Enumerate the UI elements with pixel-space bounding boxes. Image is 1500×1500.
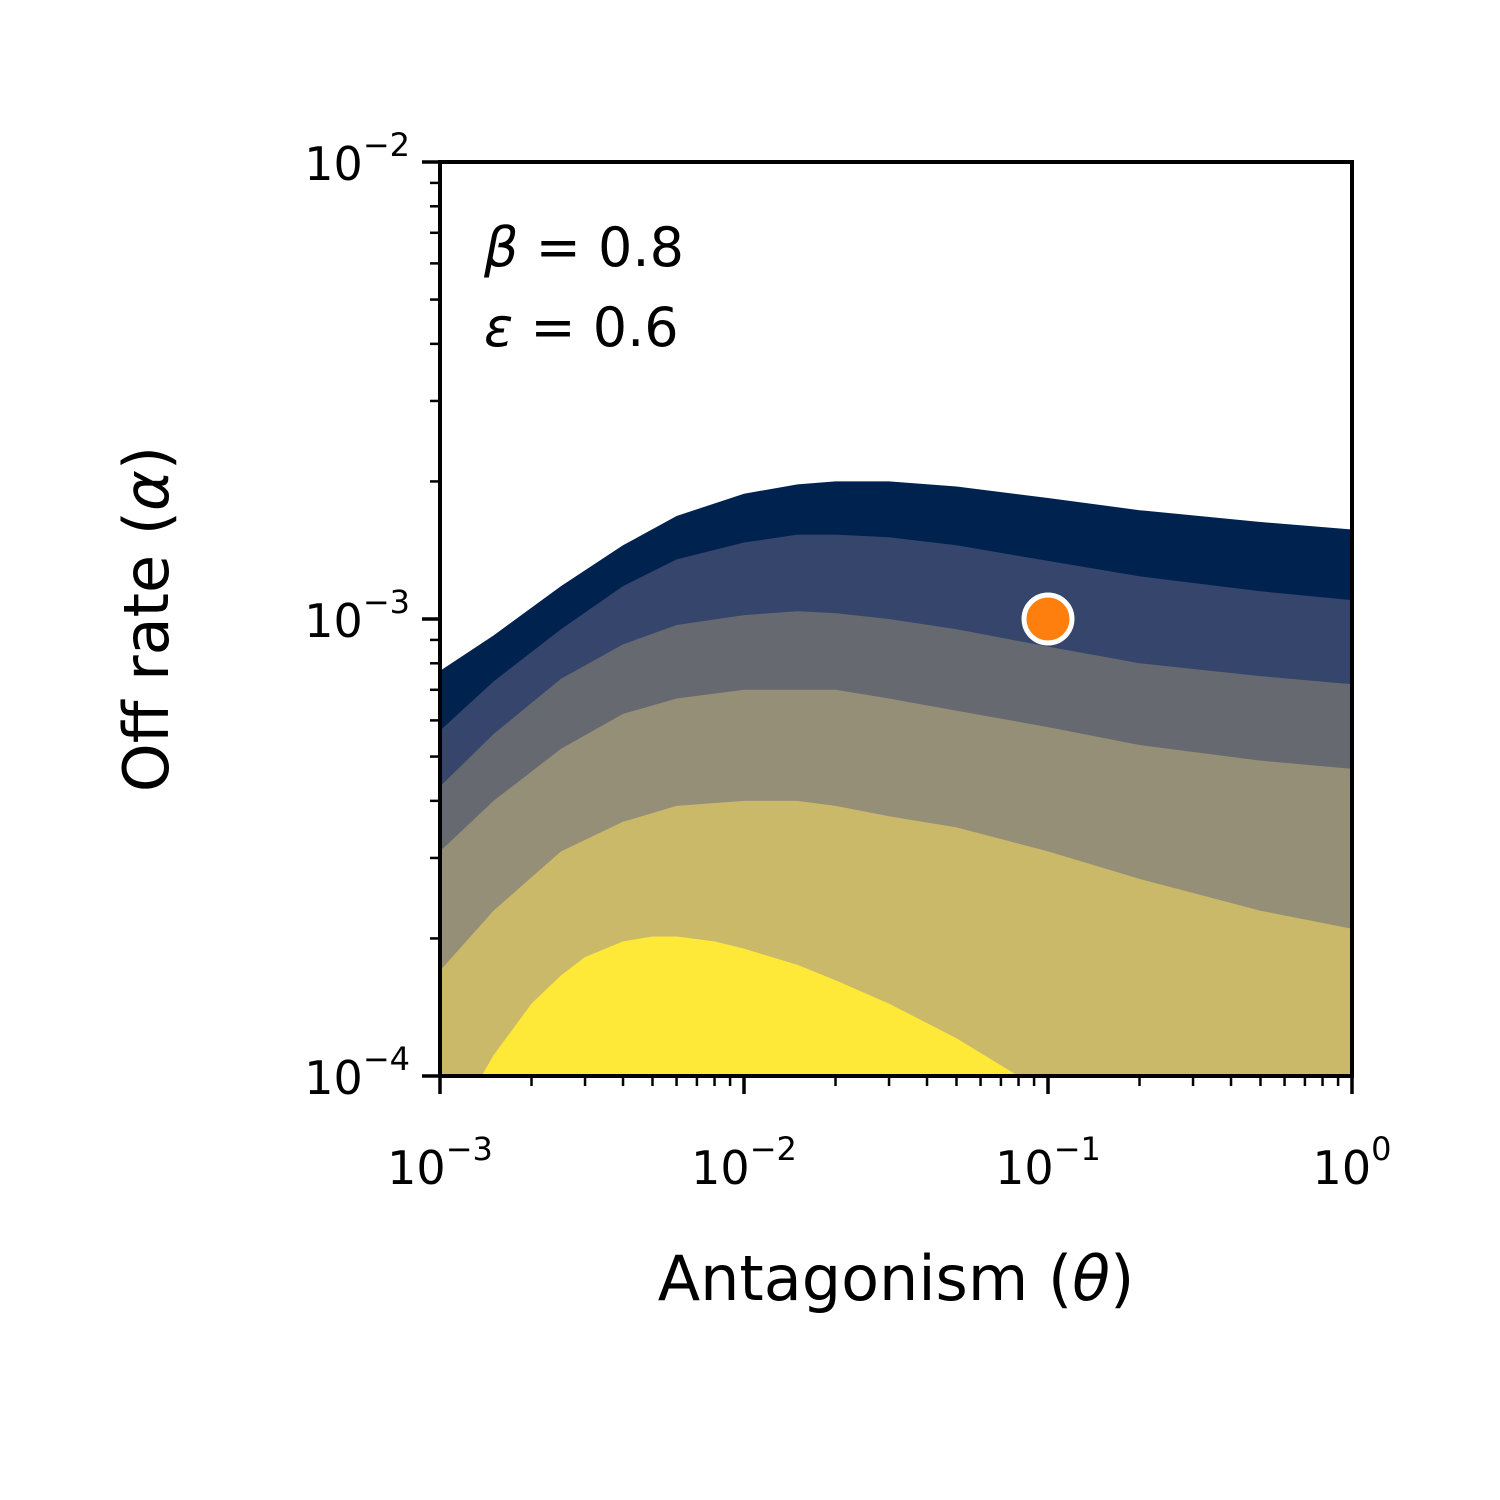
y-tick-label-3: 10−2 <box>304 126 410 191</box>
x-axis: 10−3 10−2 10−1 100 <box>387 1076 1391 1195</box>
annotation-1: β = 0.8 <box>483 216 684 279</box>
y-axis: 10−4 10−3 10−2 <box>304 126 440 1105</box>
y-axis-label: Off rate (α) <box>110 446 183 792</box>
x-tick-label-4: 100 <box>1313 1130 1392 1195</box>
contour-fills <box>440 481 1352 1076</box>
marker-layer <box>1021 592 1075 646</box>
x-tick-label-3: 10−1 <box>995 1130 1101 1195</box>
x-axis-label: Antagonism (θ) <box>658 1242 1135 1315</box>
x-tick-label-1: 10−3 <box>387 1130 493 1195</box>
contour-level-6 <box>481 936 1019 1076</box>
annotations: β = 0.8 ε = 0.6 <box>483 216 684 359</box>
x-tick-label-2: 10−2 <box>691 1130 797 1195</box>
highlight-marker <box>1021 592 1075 646</box>
annotation-2: ε = 0.6 <box>484 296 679 359</box>
y-tick-label-1: 10−4 <box>304 1040 410 1105</box>
y-tick-label-2: 10−3 <box>304 583 410 648</box>
